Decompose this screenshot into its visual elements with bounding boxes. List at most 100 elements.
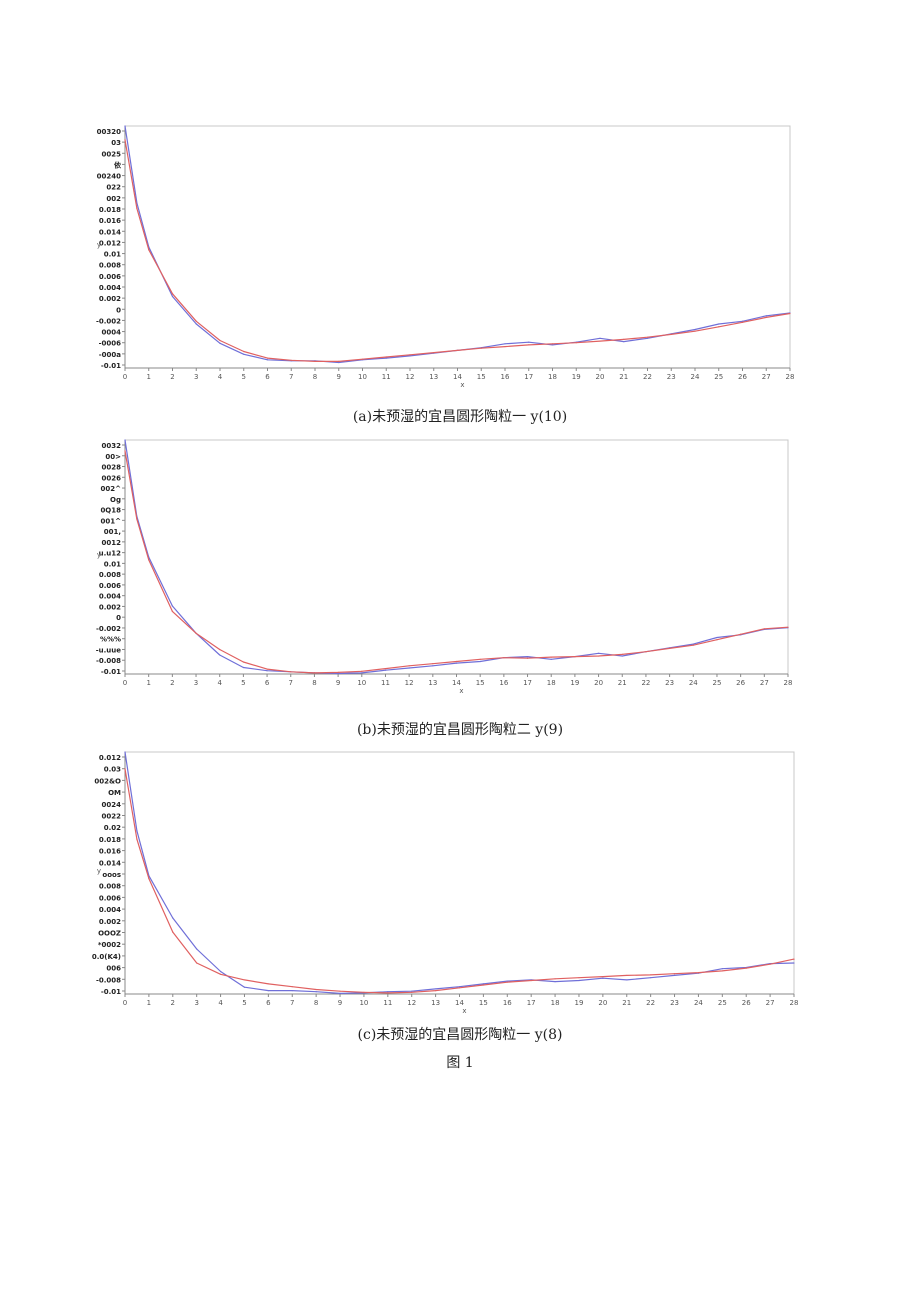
x-tick-label: 8 bbox=[312, 679, 316, 687]
y-tick-label: 0.006 bbox=[99, 273, 121, 281]
data-point bbox=[361, 670, 363, 672]
x-tick-label: 24 bbox=[691, 373, 700, 381]
data-point bbox=[385, 357, 387, 359]
data-point bbox=[338, 360, 340, 362]
y-tick-label: -000a bbox=[99, 351, 122, 359]
y-tick-label: 00240 bbox=[97, 173, 121, 181]
data-point bbox=[578, 977, 580, 979]
y-tick-label: 006 bbox=[106, 965, 121, 973]
y-tick-label: 0.01 bbox=[104, 560, 121, 568]
y-tick-label: 0.006 bbox=[99, 582, 121, 590]
x-tick-label: 16 bbox=[503, 999, 512, 1007]
data-point bbox=[387, 992, 389, 994]
data-point bbox=[482, 984, 484, 986]
data-point bbox=[504, 343, 506, 345]
data-point bbox=[124, 751, 126, 753]
y-tick-label: 0.004 bbox=[99, 593, 121, 601]
data-point bbox=[267, 983, 269, 985]
data-point bbox=[599, 340, 601, 342]
data-point bbox=[409, 354, 411, 356]
y-tick-label: 0.01 bbox=[104, 251, 121, 259]
x-tick-label: 11 bbox=[382, 373, 391, 381]
y-tick-label: -u.uue bbox=[96, 646, 122, 654]
data-point bbox=[694, 328, 696, 331]
data-point bbox=[480, 347, 482, 349]
x-tick-label: 28 bbox=[790, 999, 799, 1007]
data-point bbox=[219, 339, 221, 342]
data-point bbox=[243, 979, 246, 981]
x-tick-label: 17 bbox=[527, 999, 536, 1007]
data-point bbox=[673, 974, 676, 977]
chart-b: 0 1 2 3 4 5 6 7 8 9 10 11 12 13 14 15 16 17 18 19 20 21 22 23 24… bbox=[96, 439, 792, 695]
x-tick-label: 25 bbox=[718, 999, 727, 1007]
y-tick-label: 0.0(K4) bbox=[92, 953, 121, 961]
data-point bbox=[136, 838, 138, 840]
x-tick-label: 11 bbox=[383, 999, 392, 1007]
data-point bbox=[646, 336, 649, 338]
x-tick-label: 18 bbox=[548, 373, 557, 381]
data-point bbox=[597, 652, 600, 654]
data-point bbox=[526, 657, 529, 659]
data-point bbox=[124, 450, 126, 452]
x-tick-label: 19 bbox=[572, 373, 581, 381]
y-tick-label: 0.016 bbox=[99, 217, 121, 225]
y-tick-label: -0.01 bbox=[101, 988, 121, 996]
data-point bbox=[697, 972, 700, 974]
data-point bbox=[266, 359, 269, 361]
x-tick-label: 21 bbox=[622, 999, 631, 1007]
x-tick-label: 24 bbox=[694, 999, 703, 1007]
data-point bbox=[574, 655, 576, 658]
x-tick-label: 11 bbox=[381, 679, 390, 687]
x-tick-label: 23 bbox=[667, 373, 676, 381]
x-tick-label: 5 bbox=[242, 999, 246, 1007]
series-line-1 bbox=[124, 751, 795, 994]
y-tick-label: 依 bbox=[114, 160, 122, 169]
data-point bbox=[337, 671, 339, 673]
data-point bbox=[148, 559, 150, 561]
data-point bbox=[314, 360, 316, 362]
y-tick-label: 0.018 bbox=[99, 206, 121, 214]
data-point bbox=[172, 917, 174, 919]
x-tick-label: 6 bbox=[265, 679, 270, 687]
x-tick-label: 14 bbox=[452, 679, 461, 687]
y-tick-label: 001, bbox=[104, 528, 121, 536]
x-tick-label: 19 bbox=[570, 679, 579, 687]
y-tick-label: 0.008 bbox=[99, 262, 121, 270]
x-tick-label: 23 bbox=[670, 999, 679, 1007]
data-point bbox=[623, 338, 625, 340]
y-tick-label: *0002 bbox=[98, 941, 121, 949]
x-tick-label: 18 bbox=[551, 999, 560, 1007]
x-tick-label: 15 bbox=[477, 373, 486, 381]
y-tick-label: 001^ bbox=[101, 517, 122, 525]
y-tick-label: 0.002 bbox=[99, 295, 121, 303]
data-point bbox=[242, 661, 244, 663]
y-tick-label: ooos bbox=[102, 871, 121, 879]
data-point bbox=[793, 962, 795, 964]
y-tick-label: 002^ bbox=[101, 485, 122, 493]
figure-label: 图 1 bbox=[446, 1055, 474, 1071]
data-point bbox=[219, 654, 221, 656]
x-tick-label: 4 bbox=[217, 679, 222, 687]
x-tick-label: 22 bbox=[641, 679, 650, 687]
x-axis-label: x bbox=[460, 381, 464, 389]
data-point bbox=[195, 323, 197, 325]
y-tick-label: %%% bbox=[100, 636, 121, 644]
y-tick-label: 0025 bbox=[102, 150, 122, 158]
data-point bbox=[526, 655, 529, 658]
data-point bbox=[789, 312, 791, 315]
data-point bbox=[530, 979, 532, 982]
x-tick-label: 12 bbox=[405, 679, 414, 687]
x-tick-label: 27 bbox=[766, 999, 775, 1007]
y-tick-label: 0.002 bbox=[99, 918, 121, 926]
x-tick-label: 3 bbox=[194, 373, 198, 381]
data-point bbox=[361, 358, 364, 360]
data-point bbox=[694, 330, 696, 332]
data-point bbox=[554, 981, 556, 983]
x-tick-label: 3 bbox=[194, 679, 198, 687]
plot-frame bbox=[124, 439, 789, 675]
data-point bbox=[602, 977, 604, 979]
data-point bbox=[554, 978, 556, 980]
x-tick-label: 25 bbox=[714, 373, 723, 381]
series-line-2 bbox=[124, 768, 795, 994]
x-axis-label: x bbox=[459, 687, 463, 695]
